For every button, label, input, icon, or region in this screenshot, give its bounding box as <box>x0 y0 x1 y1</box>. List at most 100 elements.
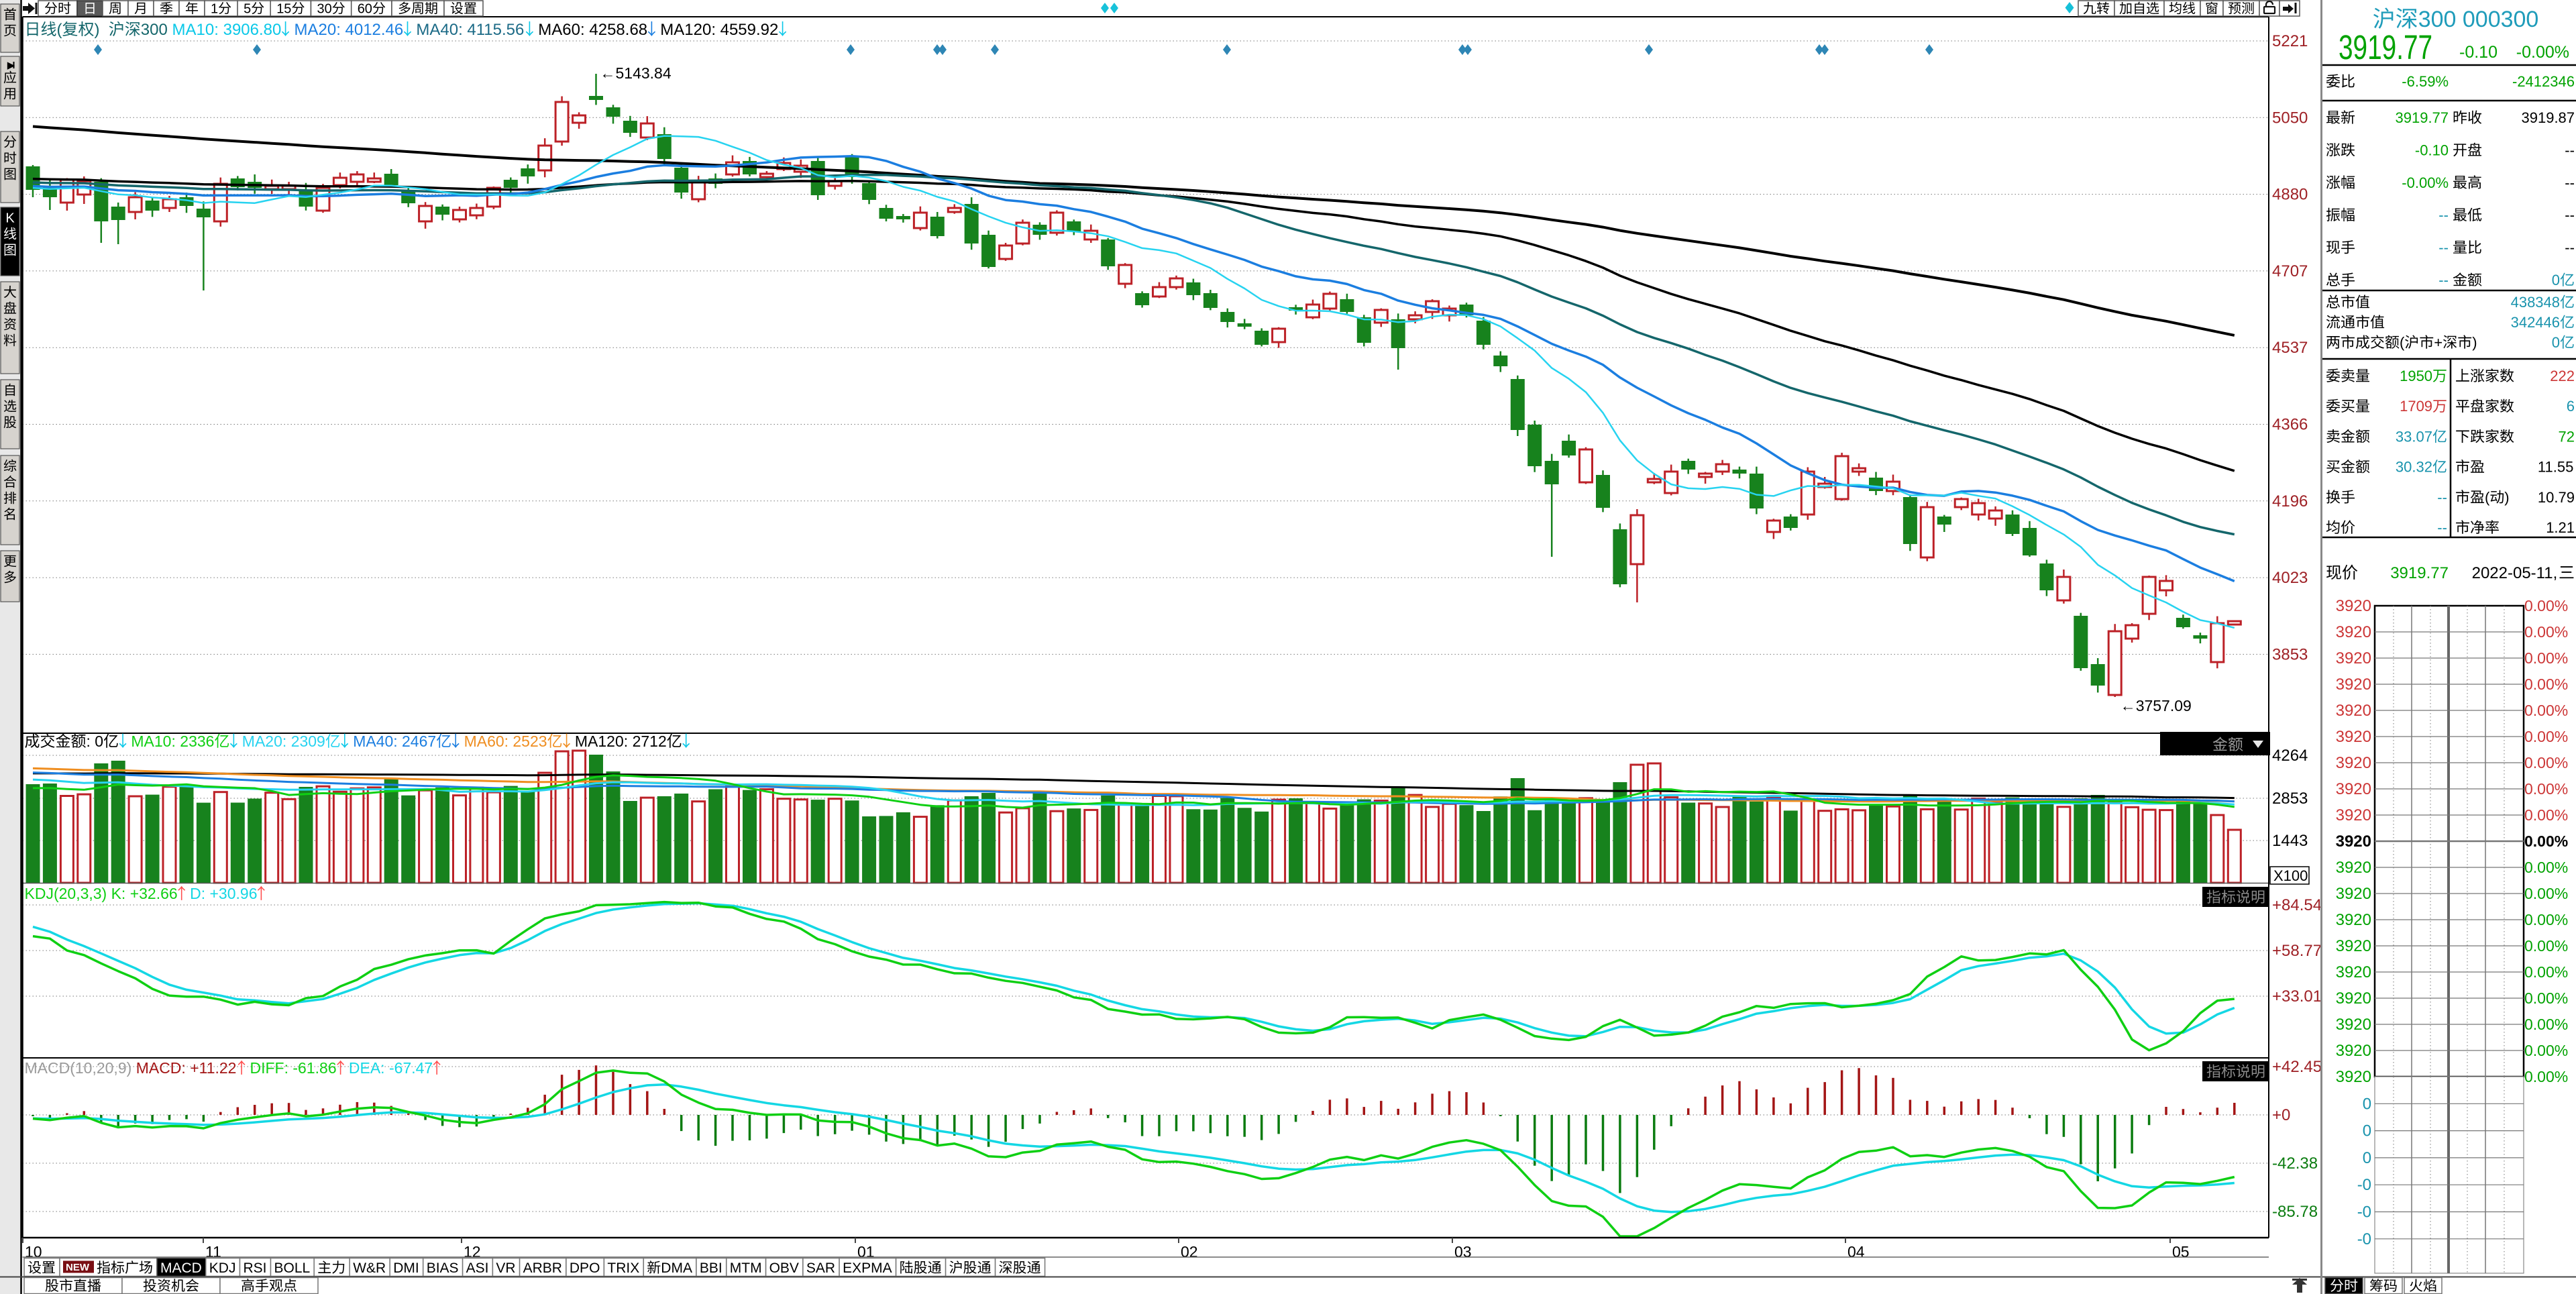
svg-text:←5143.84: ←5143.84 <box>600 64 672 82</box>
svg-text:3906.80: 3906.80 <box>223 21 282 39</box>
svg-text:222: 222 <box>2550 368 2575 384</box>
svg-text:1950: 1950 <box>2400 368 2432 384</box>
svg-text:W&R: W&R <box>353 1260 386 1276</box>
svg-text:0: 0 <box>2363 1122 2371 1140</box>
svg-text:MA120:: MA120: <box>575 733 628 750</box>
svg-text:DIFF:: DIFF: <box>250 1059 289 1077</box>
svg-text:MA20:: MA20: <box>294 21 341 39</box>
svg-text:3920: 3920 <box>2336 676 2371 694</box>
svg-text:ASI: ASI <box>466 1260 489 1276</box>
svg-text:000300: 000300 <box>2463 7 2538 32</box>
svg-text:): ) <box>2504 489 2509 506</box>
svg-text:): ) <box>2472 334 2477 351</box>
svg-text:MA120:: MA120: <box>660 21 716 39</box>
svg-text:MA40:: MA40: <box>353 733 397 750</box>
svg-text:04: 04 <box>1847 1243 1865 1260</box>
svg-text:+84.54: +84.54 <box>2272 896 2322 914</box>
svg-text:4258.68: 4258.68 <box>589 21 647 39</box>
svg-text:MTM: MTM <box>730 1260 762 1276</box>
svg-text:3920: 3920 <box>2336 885 2371 903</box>
svg-text:): ) <box>95 21 100 39</box>
svg-text:DEA:: DEA: <box>349 1059 385 1077</box>
svg-text:438348: 438348 <box>2511 294 2560 311</box>
svg-text:ARBR: ARBR <box>523 1260 562 1276</box>
svg-text:RSI: RSI <box>244 1260 267 1276</box>
svg-text:3920: 3920 <box>2336 780 2371 798</box>
svg-text:1443: 1443 <box>2272 832 2308 850</box>
svg-text:MA10:: MA10: <box>172 21 219 39</box>
svg-text:1709: 1709 <box>2400 398 2432 415</box>
svg-text:4880: 4880 <box>2272 186 2308 204</box>
svg-text:4264: 4264 <box>2272 747 2308 765</box>
svg-text:2022-05-11,: 2022-05-11, <box>2472 564 2558 582</box>
svg-text:--: -- <box>2565 239 2575 256</box>
svg-text:3920: 3920 <box>2336 832 2371 851</box>
svg-text:300: 300 <box>2418 7 2457 32</box>
svg-text:MA60:: MA60: <box>464 733 508 750</box>
svg-text:15: 15 <box>276 2 291 17</box>
svg-text:3920: 3920 <box>2336 728 2371 746</box>
svg-text:3920: 3920 <box>2336 859 2371 877</box>
svg-text:3920: 3920 <box>2336 806 2371 824</box>
svg-text:3920: 3920 <box>2336 937 2371 955</box>
svg-text:(: ( <box>2485 489 2490 506</box>
svg-text:3919.77: 3919.77 <box>2396 109 2449 126</box>
svg-text:0.00%: 0.00% <box>2524 885 2568 902</box>
svg-text:0.00%: 0.00% <box>2524 989 2568 1007</box>
svg-text:3920: 3920 <box>2336 1016 2371 1034</box>
svg-text:2712: 2712 <box>633 733 667 750</box>
svg-text:KDJ: KDJ <box>209 1260 236 1276</box>
svg-text:-6.59%: -6.59% <box>2402 73 2449 90</box>
svg-text:MA10:: MA10: <box>131 733 175 750</box>
svg-text:1: 1 <box>211 2 218 17</box>
svg-text:0.00%: 0.00% <box>2524 1016 2568 1033</box>
svg-text:300: 300 <box>141 21 168 39</box>
svg-text:DPO: DPO <box>570 1260 600 1276</box>
svg-text:3920: 3920 <box>2336 597 2371 615</box>
svg-text:-0: -0 <box>2357 1176 2371 1194</box>
svg-text:BBI: BBI <box>700 1260 722 1276</box>
svg-text:342446: 342446 <box>2511 314 2560 331</box>
svg-text:EXPMA: EXPMA <box>843 1260 892 1276</box>
svg-text:4707: 4707 <box>2272 262 2308 280</box>
svg-text:02: 02 <box>1181 1243 1198 1260</box>
svg-text:--: -- <box>2438 272 2449 288</box>
svg-text:4196: 4196 <box>2272 492 2308 510</box>
svg-text:0: 0 <box>2552 334 2560 351</box>
svg-text:-85.78: -85.78 <box>2272 1203 2318 1221</box>
svg-text:K: K <box>5 211 15 226</box>
svg-text:4023: 4023 <box>2272 569 2308 587</box>
svg-text:05: 05 <box>2172 1243 2190 1260</box>
svg-text:-0.10: -0.10 <box>2415 142 2449 158</box>
svg-text:3920: 3920 <box>2336 963 2371 981</box>
svg-text::: : <box>87 733 91 750</box>
svg-text:-0.00%: -0.00% <box>2402 174 2449 191</box>
svg-text:0.00%: 0.00% <box>2524 649 2568 667</box>
svg-text:←3757.09: ←3757.09 <box>2121 697 2192 714</box>
svg-text:BOLL: BOLL <box>274 1260 311 1276</box>
svg-text:5221: 5221 <box>2272 32 2308 50</box>
svg-text:0.00%: 0.00% <box>2524 702 2568 719</box>
svg-text:6: 6 <box>2567 398 2575 415</box>
svg-text:1.21: 1.21 <box>2546 519 2575 536</box>
svg-text:--: -- <box>2565 174 2575 191</box>
svg-text:2336: 2336 <box>180 733 214 750</box>
svg-text:MA20:: MA20: <box>242 733 286 750</box>
svg-text:0.00%: 0.00% <box>2524 728 2568 745</box>
svg-text:3919.77: 3919.77 <box>2390 564 2449 582</box>
svg-text:(: ( <box>2400 334 2405 351</box>
svg-text:4366: 4366 <box>2272 416 2308 434</box>
svg-text:0: 0 <box>2363 1095 2371 1113</box>
svg-text:0.00%: 0.00% <box>2524 859 2568 876</box>
svg-text:3920: 3920 <box>2336 1068 2371 1086</box>
svg-text:4559.92: 4559.92 <box>720 21 779 39</box>
svg-text:11.55: 11.55 <box>2538 459 2573 476</box>
svg-text:0.00%: 0.00% <box>2524 1042 2568 1059</box>
svg-text:0.00%: 0.00% <box>2524 963 2568 981</box>
svg-text:X100: X100 <box>2273 867 2308 884</box>
svg-text:0.00%: 0.00% <box>2524 1068 2568 1085</box>
svg-text:D:: D: <box>190 885 205 902</box>
svg-text:3919.77: 3919.77 <box>2339 28 2432 66</box>
svg-text:0: 0 <box>95 733 103 750</box>
svg-text:3920: 3920 <box>2336 989 2371 1008</box>
